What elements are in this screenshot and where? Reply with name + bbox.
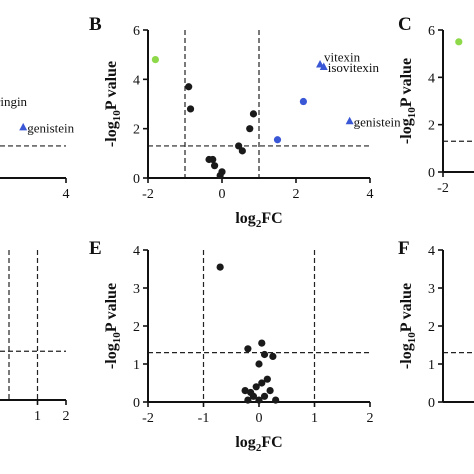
panel-letter-C: C	[398, 14, 412, 35]
y-axis-label: -log10P value	[398, 283, 418, 369]
x-axis-label-rest: FC	[261, 434, 282, 451]
data-point	[246, 125, 254, 133]
data-point	[249, 110, 258, 118]
panel-letter-B: B	[89, 14, 102, 35]
y-axis-label-rest: P value	[398, 58, 415, 107]
data-point	[266, 387, 274, 395]
data-point-triangle	[316, 60, 325, 68]
y-axis-label-rest: P value	[103, 283, 120, 332]
data-point	[211, 162, 219, 170]
x-axis-label-sub: 2	[256, 218, 262, 230]
x-tick-label: 0	[219, 187, 226, 202]
data-point	[255, 396, 263, 404]
data-point	[258, 379, 266, 387]
data-point	[260, 350, 269, 359]
y-tick-label: 0	[428, 396, 435, 411]
data-point	[216, 263, 224, 271]
y-tick-label: 2	[133, 320, 140, 335]
data-point	[272, 396, 280, 404]
data-point-triangle	[345, 116, 354, 125]
x-tick-label: 1	[311, 411, 318, 426]
data-point	[455, 38, 463, 46]
data-point	[244, 396, 252, 404]
y-axis-label-sub: 10	[406, 332, 418, 344]
data-point	[238, 147, 246, 155]
point-label-vitexin: vitexin	[324, 50, 361, 65]
y-tick-label: 6	[428, 24, 435, 39]
x-tick-label: 2	[63, 409, 70, 424]
x-axis-label: log2FC	[235, 210, 282, 230]
y-axis-label-sub: 10	[406, 107, 418, 119]
panel-letter-F: F	[398, 238, 410, 259]
data-point	[249, 392, 258, 400]
data-point	[241, 387, 249, 395]
data-point-triangle	[19, 122, 28, 131]
data-point	[205, 155, 213, 164]
data-point	[186, 105, 195, 113]
data-point-triangle	[319, 62, 328, 70]
x-tick-label: 4	[63, 187, 70, 202]
data-point	[235, 142, 243, 150]
x-tick-label: -2	[437, 181, 449, 196]
y-axis-label: -log10P value	[103, 283, 123, 369]
y-tick-label: 4	[428, 71, 435, 86]
x-tick-label: -2	[142, 411, 154, 426]
data-point	[185, 83, 193, 91]
x-tick-label: 4	[367, 187, 374, 202]
data-point	[263, 375, 271, 383]
y-tick-label: 3	[428, 282, 435, 297]
y-axis-label-sub: 10	[111, 332, 123, 344]
data-point	[216, 171, 224, 180]
x-tick-label: 2	[367, 411, 374, 426]
y-tick-label: 0	[133, 396, 140, 411]
y-axis-label-sub: 10	[111, 110, 123, 122]
y-axis-label-rest: P value	[398, 283, 415, 332]
point-label-isovitexin: isovitexin	[328, 60, 380, 75]
panel-f: 0 1 2 3 4 -log10P value	[398, 244, 474, 411]
data-point	[258, 339, 266, 347]
y-tick-label: 3	[133, 282, 140, 297]
point-label-genistein: genistein	[27, 120, 74, 135]
point-label-clipped: ringin	[0, 94, 28, 109]
x-axis-label: log2FC	[235, 434, 282, 454]
y-tick-label: 1	[428, 358, 435, 373]
panel-a: 4 genistein ringin	[0, 94, 75, 202]
y-axis-label: -log10P value	[398, 58, 418, 144]
x-tick-label: 2	[293, 187, 300, 202]
y-axis-label: -log10P value	[103, 61, 123, 147]
data-point	[255, 360, 263, 368]
y-tick-label: 2	[133, 123, 140, 138]
x-tick-label: 0	[256, 411, 263, 426]
x-tick-label: 1	[34, 409, 41, 424]
y-tick-label: 2	[428, 320, 435, 335]
data-point	[151, 56, 159, 64]
x-tick-label: -2	[142, 187, 154, 202]
data-point	[269, 352, 277, 360]
y-tick-label: 0	[428, 166, 435, 181]
data-point	[273, 136, 282, 144]
point-label-genistein: genistein	[354, 114, 401, 129]
data-point	[244, 345, 252, 353]
panel-c: 0 2 4 6 -2 -log10P value	[398, 24, 474, 196]
y-tick-label: 0	[133, 172, 140, 187]
data-point	[252, 383, 260, 391]
y-tick-label: 4	[428, 244, 435, 259]
panel-letter-E: E	[89, 238, 102, 259]
data-point	[299, 97, 307, 106]
y-tick-label: 6	[133, 24, 140, 39]
x-tick-label: -1	[198, 411, 210, 426]
y-tick-label: 4	[133, 244, 140, 259]
y-tick-label: 1	[133, 358, 140, 373]
y-axis-label-rest: P value	[103, 61, 120, 110]
y-tick-label: 2	[428, 119, 435, 134]
x-axis-label-rest: FC	[261, 210, 282, 227]
data-point	[260, 392, 269, 400]
y-tick-label: 4	[133, 73, 140, 88]
x-axis-label-sub: 2	[256, 442, 262, 454]
